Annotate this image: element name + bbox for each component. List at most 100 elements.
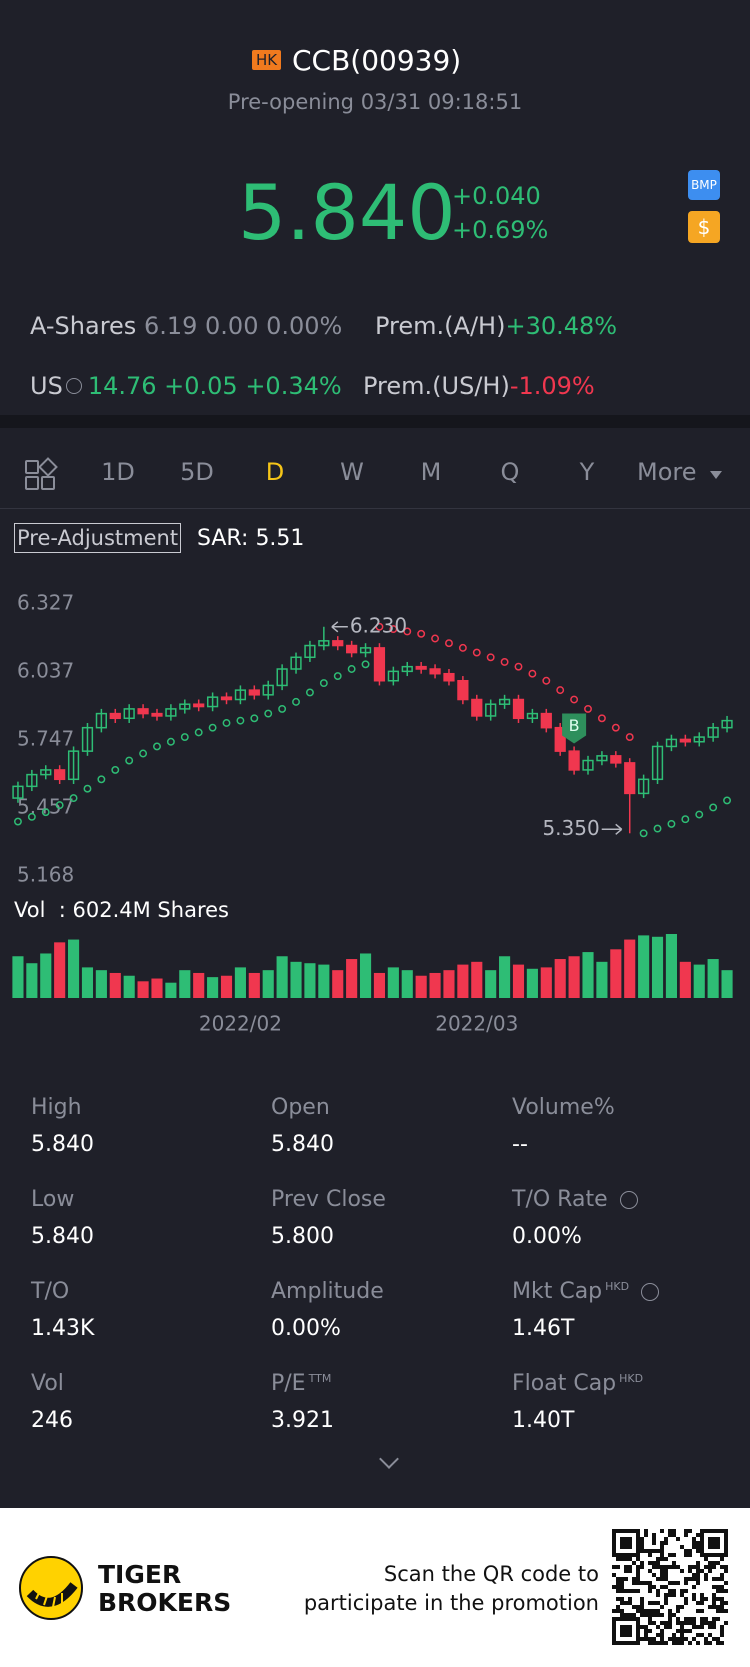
qr-module	[712, 1621, 716, 1625]
qr-module	[660, 1549, 664, 1553]
qr-module	[672, 1561, 676, 1565]
qr-module	[672, 1533, 676, 1537]
volume-bar	[693, 964, 705, 998]
qr-module	[696, 1577, 700, 1581]
qr-module	[676, 1617, 680, 1621]
qr-module	[680, 1625, 684, 1629]
stat-value: 5.840	[31, 1224, 94, 1249]
dollar-icon[interactable]: $	[688, 211, 720, 243]
qr-module	[660, 1573, 664, 1577]
qr-module	[716, 1561, 720, 1565]
qr-module	[644, 1533, 648, 1537]
qr-module	[720, 1605, 724, 1609]
qr-module	[712, 1585, 716, 1589]
period-tab[interactable]: 5D	[180, 458, 214, 486]
qr-module	[632, 1641, 636, 1645]
qr-module	[668, 1529, 672, 1533]
qr-module	[660, 1565, 664, 1569]
qr-module	[672, 1553, 676, 1557]
stat-label: Amplitude	[271, 1279, 384, 1304]
volume-bar	[387, 967, 399, 998]
candle-body	[485, 703, 497, 717]
info-icon[interactable]	[619, 1191, 638, 1209]
qr-module	[700, 1633, 704, 1637]
info-icon[interactable]	[641, 1283, 660, 1301]
sar-dot	[83, 784, 92, 793]
period-tab[interactable]: 1D	[101, 458, 135, 486]
qr-module	[632, 1553, 636, 1557]
qr-module	[616, 1557, 620, 1561]
qr-module	[656, 1589, 660, 1593]
period-tab[interactable]: Q	[500, 458, 520, 486]
qr-module	[696, 1633, 700, 1637]
qr-module	[708, 1541, 712, 1545]
qr-module	[656, 1609, 660, 1613]
qr-module	[684, 1637, 688, 1641]
qr-module	[652, 1621, 656, 1625]
volume-bar	[610, 949, 622, 998]
qr-module	[640, 1605, 644, 1609]
qr-module	[636, 1621, 640, 1625]
qr-code[interactable]	[612, 1529, 729, 1646]
qr-module	[720, 1589, 724, 1593]
candle-body	[165, 708, 177, 717]
period-tab[interactable]: M	[420, 458, 442, 486]
qr-module	[712, 1553, 716, 1557]
qr-module	[652, 1541, 656, 1545]
qr-module	[660, 1585, 664, 1589]
sar-dot	[111, 765, 120, 774]
sar-dot	[486, 653, 495, 662]
qr-module	[636, 1629, 640, 1633]
qr-module	[720, 1629, 724, 1633]
us-icon[interactable]	[65, 378, 82, 394]
qr-module	[716, 1609, 720, 1613]
qr-module	[656, 1561, 660, 1565]
expand-chevron[interactable]	[379, 1449, 399, 1469]
qr-module	[704, 1529, 708, 1533]
candle-body	[318, 640, 330, 647]
qr-module	[680, 1593, 684, 1597]
stat-label-text: T/O	[31, 1279, 70, 1304]
period-tab[interactable]: D	[265, 458, 285, 486]
qr-module	[628, 1557, 632, 1561]
qr-module	[660, 1541, 664, 1545]
buy-marker: B	[569, 716, 580, 735]
sar-dot	[278, 704, 287, 713]
qr-module	[688, 1617, 692, 1621]
qr-module	[720, 1553, 724, 1557]
candle-body	[651, 745, 664, 781]
volume-bar	[457, 964, 469, 998]
qr-module	[652, 1533, 656, 1537]
qr-module	[628, 1597, 632, 1601]
qr-module	[704, 1641, 708, 1645]
period-tab[interactable]: W	[340, 458, 364, 486]
qr-module	[696, 1573, 700, 1577]
qr-module	[612, 1625, 616, 1629]
qr-module	[636, 1573, 640, 1577]
sar-dot	[361, 660, 370, 669]
qr-module	[692, 1537, 696, 1541]
market-status: Pre-opening 03/31 09:18:51	[227, 90, 523, 114]
qr-module	[684, 1549, 688, 1553]
qr-module	[644, 1613, 648, 1617]
qr-module	[648, 1617, 652, 1621]
period-tab[interactable]: More	[637, 458, 697, 486]
layout-icon[interactable]	[25, 457, 58, 490]
candle-body	[359, 647, 372, 654]
volume-bar	[68, 939, 80, 998]
candle-body	[387, 670, 399, 682]
adjustment-button[interactable]: Pre-Adjustment	[14, 523, 182, 553]
us-label: US	[30, 372, 63, 400]
sar-dot	[375, 622, 384, 631]
candle-body	[304, 644, 316, 659]
bmp-icon[interactable]: BMP	[688, 170, 720, 200]
period-tab[interactable]: Y	[579, 458, 595, 486]
qr-module	[624, 1613, 628, 1617]
qr-module	[704, 1577, 708, 1581]
qr-module	[620, 1597, 624, 1601]
candle-body	[179, 703, 191, 710]
candle-body	[276, 668, 288, 687]
qr-module	[724, 1621, 728, 1625]
candle-body	[401, 665, 413, 673]
qr-module	[664, 1585, 668, 1589]
